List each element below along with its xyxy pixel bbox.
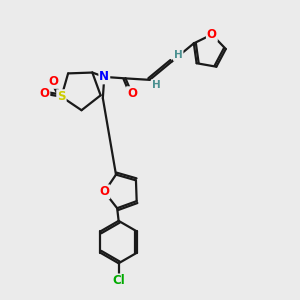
Text: O: O [48, 75, 58, 88]
Text: H: H [152, 80, 161, 90]
Text: N: N [99, 70, 109, 83]
Text: O: O [207, 28, 217, 41]
Text: O: O [127, 87, 137, 100]
Text: O: O [99, 185, 110, 198]
Text: H: H [174, 50, 183, 60]
Text: Cl: Cl [112, 274, 125, 287]
Text: O: O [39, 87, 50, 100]
Text: S: S [57, 90, 66, 103]
